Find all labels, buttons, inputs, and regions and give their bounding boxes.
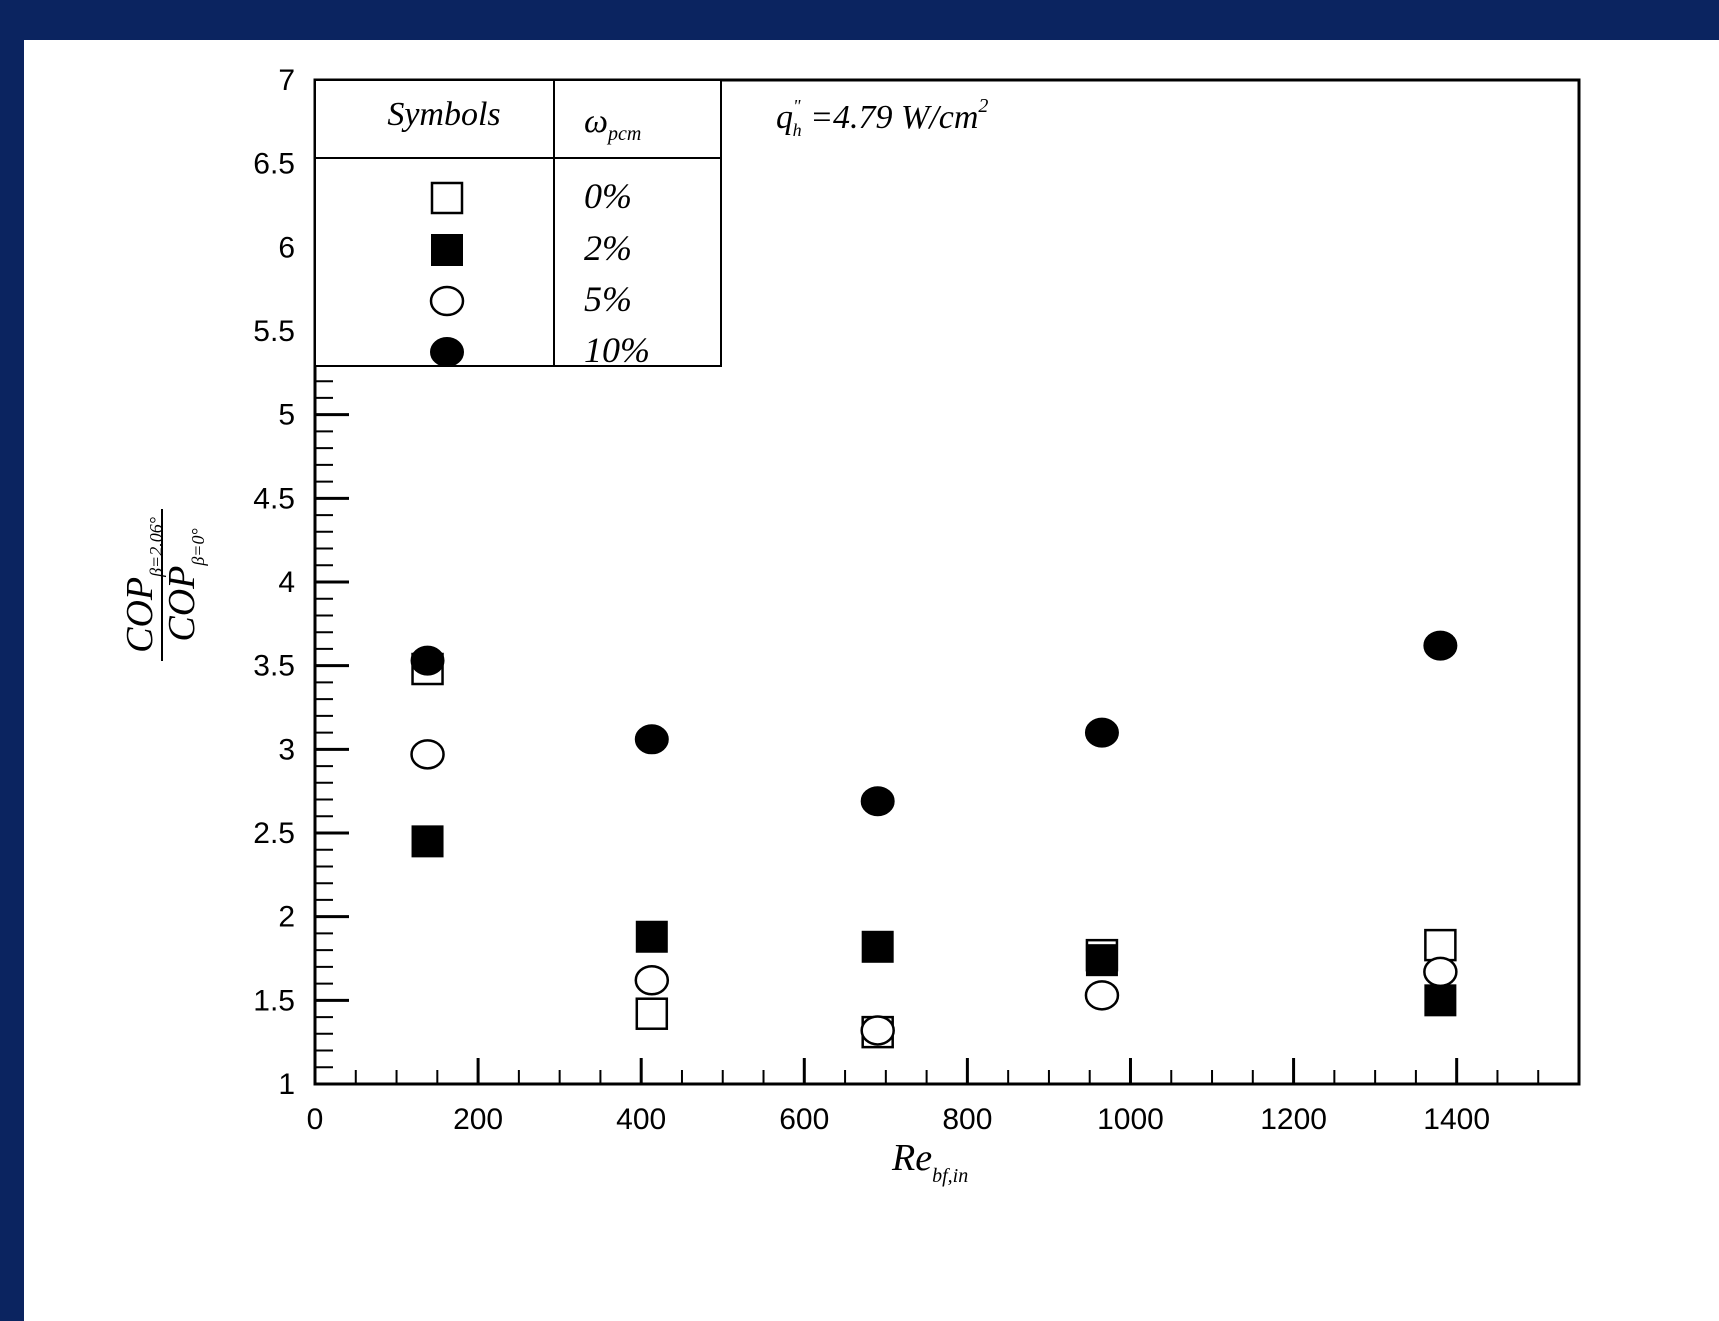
x-axis-label: Rebf,in [891,1137,968,1187]
y-tick-label: 1 [278,1068,295,1101]
x-tick-label: 800 [942,1103,992,1136]
data-markers [410,630,1458,1049]
legend-box [314,79,722,367]
legend-label: 2% [584,228,632,268]
data-point [861,930,894,963]
legend-symbols-header: Symbols [387,96,500,133]
data-point [1423,956,1458,988]
y-tick-label: 5.5 [253,315,295,348]
y-tick-label: 4 [278,566,295,599]
data-point [410,645,445,676]
y-tick-label: 1.5 [253,984,295,1017]
legend-marker [430,337,464,367]
data-point [1424,984,1457,1017]
data-point [635,997,669,1030]
y-tick-label: 4.5 [253,482,295,515]
legend-rows: 0% 2% 5% 10% [429,176,650,370]
x-tick-label: 0 [307,1103,324,1136]
data-point [634,724,669,755]
x-tick-label: 1200 [1260,1103,1327,1136]
y-tick-label: 2.5 [253,817,295,850]
data-point [1084,717,1119,748]
legend-label: 10% [584,330,650,370]
x-tick-label: 1000 [1097,1103,1164,1136]
data-point [860,786,895,817]
y-label-numerator: COPβ=2.06° [119,517,166,653]
legend-label: 5% [584,279,632,319]
y-tick-label: 3 [278,733,295,766]
legend-marker [430,181,464,215]
y-axis-label: COPβ=2.06° COPβ=0° [119,509,208,661]
data-point [634,965,670,996]
data-point [1424,928,1457,962]
y-tick-label: 2 [278,901,295,934]
data-point [1084,980,1120,1011]
x-tick-label: 400 [616,1103,666,1136]
heat-flux-annotation: q" h =4.79 W/cm2 [776,95,988,140]
x-tick-label: 200 [453,1103,503,1136]
y-label-denominator: COPβ=0° [161,528,208,641]
legend: Symbols ωpcm 0% 2% 5% 10% [314,79,722,370]
figure-panel: 0 200 400 600 800 1000 1200 1400 1 1.5 2 2.5 3 3.5 4 4… [24,40,1719,1321]
data-point [635,920,668,953]
y-tick-label: 7 [278,64,295,97]
data-point [1423,630,1458,661]
data-point [1085,944,1118,977]
scatter-chart: 0 200 400 600 800 1000 1200 1400 1 1.5 2 2.5 3 3.5 4 4… [119,64,1581,1187]
data-point [860,1015,895,1046]
legend-marker [429,285,465,317]
y-tick-label: 6.5 [253,148,295,181]
y-tick-label: 6 [278,231,295,264]
legend-marker [431,234,463,266]
y-tick-labels: 1 1.5 2 2.5 3 3.5 4 4.5 5 5.5 6 6.5 7 [253,64,295,1101]
y-tick-label: 3.5 [253,650,295,683]
legend-omega-header: ωpcm [584,103,641,145]
y-tick-label: 5 [278,399,295,432]
x-tick-label: 600 [779,1103,829,1136]
data-point [411,825,444,858]
data-point [410,739,445,770]
legend-label: 0% [584,176,632,216]
x-tick-labels: 0 200 400 600 800 1000 1200 1400 [307,1103,1490,1136]
x-tick-label: 1400 [1423,1103,1490,1136]
